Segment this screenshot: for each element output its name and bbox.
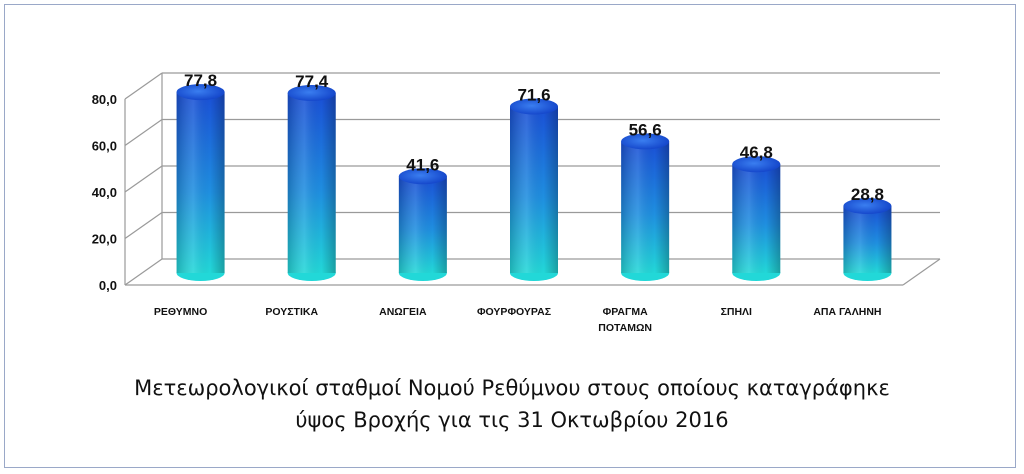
category-label: ΦΟΥΡΦΟΥΡΑΣ (477, 306, 551, 318)
category-label-line: ΦΡΑΓΜΑ (603, 306, 648, 318)
category-label-line: ΡΕΘΥΜΝΟ (154, 306, 207, 318)
gridline-depth (124, 119, 163, 146)
bar-shade (732, 164, 781, 273)
gridline-depth (124, 165, 163, 193)
category-label-line: ΑΠΑ ΓΑΛΗΝΗ (813, 306, 881, 318)
bar-top (287, 85, 336, 102)
bar (176, 84, 225, 281)
category-label-line: ΑΝΩΓΕΙΑ (379, 306, 427, 318)
bar (732, 156, 781, 281)
bar-top (843, 198, 892, 215)
data-label: 41,6 (406, 155, 439, 174)
bar (510, 98, 558, 281)
bar-top (176, 84, 225, 101)
category-label: ΦΡΑΓΜΑ ΠΟΤΑΜΩΝ (598, 306, 652, 334)
bar-top (510, 98, 558, 115)
bar-shade (510, 106, 558, 273)
category-label-line: ΠΟΤΑΜΩΝ (598, 322, 652, 334)
floor-edge (902, 258, 941, 286)
bar-shade (621, 141, 670, 273)
bar-top (398, 168, 447, 185)
data-label: 71,6 (517, 86, 550, 105)
bar-shade (398, 176, 447, 273)
gridline-depth (124, 212, 163, 239)
y-tick-label: 60,0 (92, 139, 117, 154)
bar (621, 133, 670, 281)
chart-caption: Μετεωρολογικοί σταθμοί Νομού Ρεθύμνου στ… (0, 372, 1024, 436)
y-tick-label: 20,0 (92, 232, 117, 247)
caption-line-1: Μετεωρολογικοί σταθμοί Νομού Ρεθύμνου στ… (134, 376, 890, 400)
y-tick-label: 80,0 (92, 92, 117, 107)
gridline-depth (124, 72, 163, 100)
category-label-line: ΣΠΗΛΙ (721, 306, 752, 318)
caption-line-2: ύψος Βροχής για τις 31 Οκτωβρίου 2016 (295, 408, 729, 432)
bar-shade (287, 93, 336, 273)
bar-top (732, 156, 781, 173)
data-label: 77,8 (184, 71, 217, 90)
data-label: 28,8 (851, 185, 884, 204)
gridline-depth (124, 258, 163, 286)
category-label-line: ΡΟΥΣΤΙΚΑ (265, 306, 318, 318)
y-tick-label: 40,0 (92, 185, 117, 200)
bar (843, 198, 892, 281)
bar (287, 85, 336, 281)
data-label: 46,8 (740, 143, 773, 162)
category-label: ΑΠΑ ΓΑΛΗΝΗ (813, 306, 881, 318)
y-tick-label: 0,0 (99, 278, 117, 293)
bar-shade (176, 92, 225, 274)
bars (176, 84, 892, 281)
data-label: 77,4 (295, 72, 329, 91)
labels: 77,8 ΡΕΘΥΜΝΟ 77,4 ΡΟΥΣΤΙΚΑ 41,6 ΑΝΩΓΕΙΑ 71,6 ΦΟ… (154, 71, 884, 334)
category-label: ΣΠΗΛΙ (721, 306, 752, 318)
bar-shade (843, 206, 892, 273)
category-label-line: ΦΟΥΡΦΟΥΡΑΣ (477, 306, 551, 318)
bar-top (621, 133, 670, 150)
category-label: ΡΟΥΣΤΙΚΑ (265, 306, 318, 318)
category-label: ΑΝΩΓΕΙΑ (379, 306, 427, 318)
category-label: ΡΕΘΥΜΝΟ (154, 306, 207, 318)
bar (398, 168, 447, 281)
data-label: 56,6 (629, 120, 662, 139)
